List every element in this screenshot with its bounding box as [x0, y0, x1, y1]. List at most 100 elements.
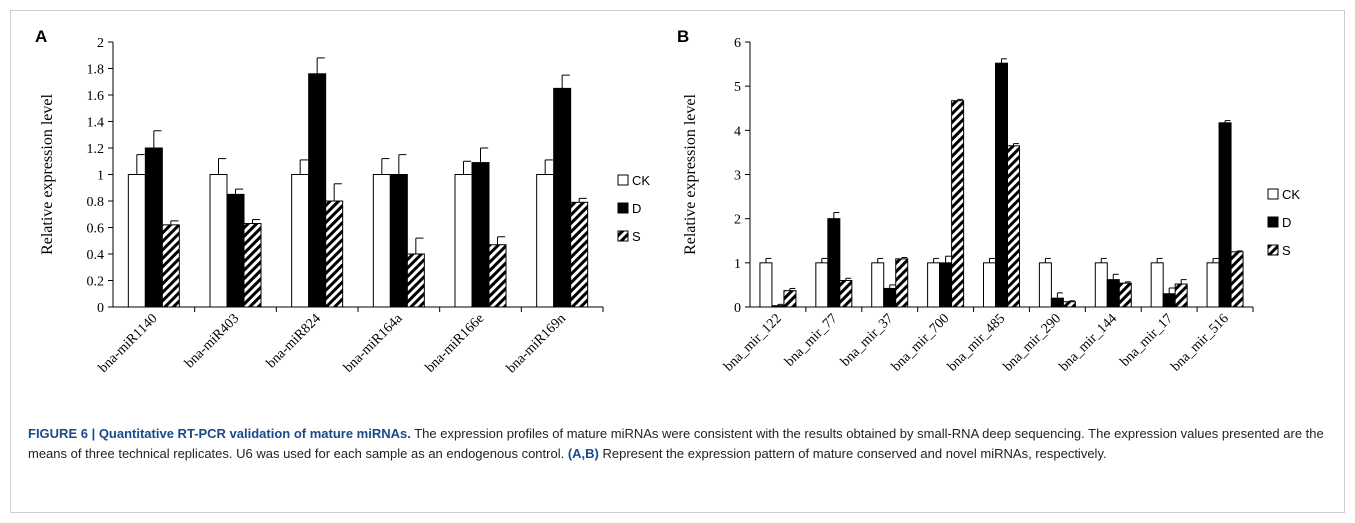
chart-a-legend-label-d: D	[632, 201, 641, 216]
chart-b-y-axis-title: Relative expression level	[682, 94, 699, 255]
chart-b-legend-label-d: D	[1282, 215, 1291, 230]
chart-a-category-label: bna-miR403	[182, 311, 242, 371]
chart-b-bar-ck	[1206, 262, 1220, 308]
chart-a-y-tick-label: 0.6	[87, 222, 105, 237]
chart-b-bar-d	[995, 62, 1008, 308]
chart-b-y-tick-label: 3	[734, 169, 741, 184]
chart-a-legend-swatch-d	[617, 202, 629, 214]
chart-a-bar-s	[325, 200, 344, 308]
chart-b-y-tick-label: 6	[734, 36, 741, 51]
chart-b-y-tick-label: 1	[734, 257, 741, 272]
chart-b-bar-ck	[1038, 262, 1052, 308]
chart-b-bar-d	[1162, 293, 1176, 308]
chart-b-legend-swatch-ck	[1267, 188, 1279, 200]
chart-a: 0 0.2 0.4 0.6 0.8 1 1.2 1.4 1.6 1.8 2 Relative expr…	[39, 36, 650, 376]
chart-b-category-label: bna_mir_290	[1001, 311, 1064, 374]
chart-b-bar-d	[883, 287, 897, 308]
chart-a-bar-ck	[454, 174, 473, 308]
chart-b-legend-label-ck: CK	[1282, 187, 1300, 202]
chart-b-bar-s	[895, 258, 909, 308]
chart-a-bar-d	[144, 147, 163, 308]
caption-text: The expression profiles of mature miRNAs…	[28, 426, 1324, 461]
chart-a-bar-d	[471, 162, 490, 308]
chart-a-category-label: bna-miR169n	[504, 311, 569, 376]
chart-b-bar-ck	[815, 262, 829, 308]
chart-b-category-label: bna_mir_77	[782, 311, 840, 369]
chart-b-category-label: bna_mir_700	[889, 311, 952, 374]
chart-a-category-label: bna-miR824	[264, 311, 324, 371]
chart-a-category-label: bna-miR166e	[423, 311, 488, 376]
chart-b-bar-s	[1007, 145, 1020, 308]
chart-b-y-tick-label: 0	[734, 301, 741, 316]
chart-a-y-axis-title: Relative expression level	[39, 94, 56, 255]
chart-b-bar-s	[839, 280, 853, 308]
chart-a-bar-d	[389, 174, 408, 308]
chart-a-y-tick-label: 1	[97, 169, 104, 184]
caption-panels-ref: (A,B)	[567, 446, 599, 461]
chart-a-y-tick-label: 0.2	[87, 275, 105, 290]
chart-a-bar-ck	[536, 174, 555, 308]
chart-a-category-label: bna-miR164a	[341, 311, 406, 376]
chart-b-bar-d	[771, 305, 785, 308]
panel-letter-a: A	[35, 27, 47, 46]
chart-a-bar-s	[406, 253, 425, 308]
chart-a-bar-s	[488, 244, 507, 308]
chart-b-bar-ck	[1094, 262, 1108, 308]
chart-a-y-tick-label: 1.2	[87, 142, 105, 157]
chart-a-bar-ck	[127, 174, 146, 308]
chart-a-bar-s	[243, 223, 262, 308]
panel-letter-b: B	[677, 27, 689, 46]
chart-b: 0 1 2 3 4 5 6 Relative expression level bna_mir_…	[682, 36, 1300, 375]
chart-b-category-label: bna_mir_37	[838, 311, 896, 369]
chart-b-bar-s	[1230, 251, 1244, 308]
chart-b-category-label: bna_mir_485	[945, 311, 1008, 374]
chart-a-bar-d	[226, 193, 245, 308]
chart-b-bar-s	[1118, 282, 1132, 308]
chart-a-legend-label-s: S	[632, 229, 641, 244]
chart-b-bar-s	[1174, 283, 1188, 308]
chart-a-bar-d	[553, 87, 572, 308]
chart-a-y-tick-label: 1.8	[87, 63, 105, 78]
chart-b-bar-d	[1218, 122, 1232, 308]
chart-a-y-tick-label: 0.8	[87, 195, 105, 210]
chart-b-bar-ck	[759, 262, 773, 308]
figure-caption: FIGURE 6 | Quantitative RT-PCR validatio…	[28, 424, 1328, 464]
chart-a-y-tick-label: 2	[97, 36, 104, 51]
chart-a-legend-swatch-ck	[617, 174, 629, 186]
chart-a-y-tick-label: 1.4	[87, 116, 105, 131]
chart-a-bar-ck	[372, 174, 391, 308]
chart-b-bar-ck	[927, 262, 941, 308]
chart-b-bar-ck	[871, 262, 885, 308]
chart-a-bar-s	[161, 224, 180, 308]
chart-b-y-tick-label: 4	[734, 124, 741, 139]
chart-b-bar-d	[939, 262, 953, 308]
chart-b-legend-swatch-s	[1267, 244, 1279, 256]
chart-b-y-tick-label: 2	[734, 213, 741, 228]
chart-a-bar-ck	[291, 174, 310, 308]
chart-a-bar-ck	[209, 174, 228, 308]
chart-b-category-label: bna_mir_122	[721, 311, 784, 374]
chart-b-category-label: bna_mir_144	[1057, 311, 1120, 374]
chart-b-legend-swatch-d	[1267, 216, 1279, 228]
chart-b-bar-d	[1050, 297, 1064, 308]
figure-frame	[10, 10, 1345, 513]
chart-b-bar-d	[1106, 279, 1120, 308]
chart-b-category-label: bna_mir_516	[1168, 311, 1231, 374]
chart-b-bar-s	[1062, 301, 1076, 308]
chart-a-bar-d	[308, 73, 327, 308]
caption-panels-text: Represent the expression pattern of matu…	[598, 446, 1107, 461]
chart-a-legend-label-ck: CK	[632, 173, 650, 188]
chart-a-category-label: bna-miR1140	[96, 311, 161, 376]
chart-b-bar-ck	[1150, 262, 1164, 308]
chart-b-bar-ck	[983, 262, 996, 308]
chart-b-bar-d	[827, 218, 841, 308]
caption-label: FIGURE 6 | Quantitative RT-PCR validatio…	[28, 426, 411, 441]
chart-b-bar-s	[951, 100, 965, 308]
chart-a-y-tick-label: 0.4	[87, 248, 105, 263]
chart-b-bar-s	[783, 290, 797, 308]
chart-b-y-tick-label: 5	[734, 80, 741, 95]
chart-a-y-tick-label: 0	[97, 301, 104, 316]
chart-a-legend-swatch-s	[617, 230, 629, 242]
chart-b-legend-label-s: S	[1282, 243, 1291, 258]
chart-a-y-tick-label: 1.6	[87, 89, 105, 104]
